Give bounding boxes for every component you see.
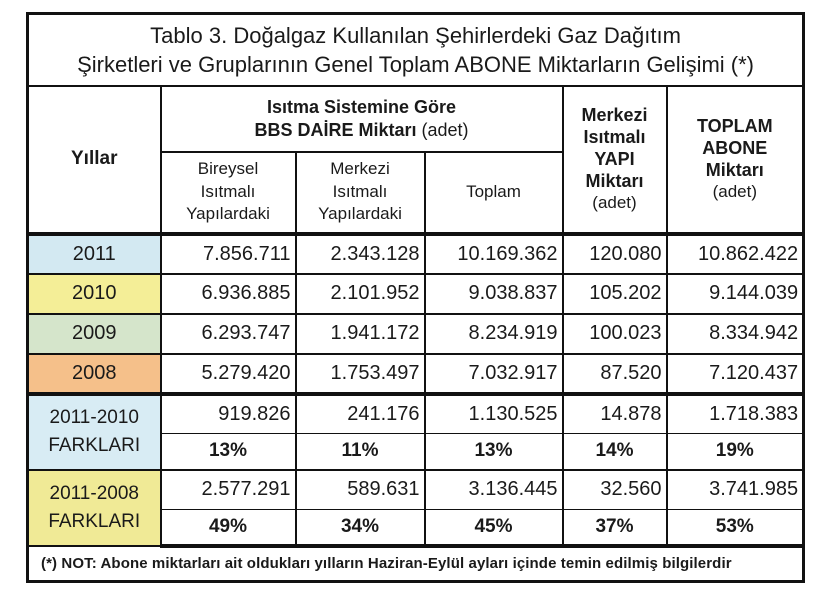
pct-2011-2010-toplam: 13% [423, 433, 564, 471]
cell-2011-toplam: 10.169.362 [423, 232, 564, 275]
title-row: Tablo 3. Doğalgaz Kullanılan Şehirlerdek… [26, 12, 805, 87]
pct-2011-2008-abone: 53% [665, 509, 805, 548]
diff-row-2011-2008-values: 2011-2008 FARKLARI 2.577.291 589.631 3.1… [26, 468, 805, 547]
data-row-2011: 2011 7.856.711 2.343.128 10.169.362 120.… [26, 232, 805, 275]
pct-2011-2008-bireysel: 49% [159, 509, 297, 548]
column-group-header-bbs-daire: Isıtma Sistemine Göre BBS DAİRE Miktarı … [159, 84, 564, 153]
pct-2011-2008-merkezi: 34% [294, 509, 426, 548]
cell-2009-merkezi: 1.941.172 [294, 312, 426, 355]
group-header-line2-bold: BBS DAİRE Miktarı [254, 119, 417, 140]
cell-2011-abone: 10.862.422 [665, 232, 805, 275]
cell-2008-abone: 7.120.437 [665, 352, 805, 396]
header-row-sub: Bireysel Isıtmalı Yapılardaki Merkezi Is… [28, 150, 804, 236]
pct-2011-2010-yapi: 14% [561, 433, 668, 471]
cell-2008-merkezi: 1.753.497 [294, 352, 426, 396]
cell-2008-toplam: 7.032.917 [423, 352, 564, 396]
diff-2011-2010-abone: 1.718.383 [665, 392, 805, 434]
diff-2011-2008-merkezi: 589.631 [294, 468, 426, 510]
column-header-bireysel-isitmali: Bireysel Isıtmalı Yapılardaki [159, 150, 297, 236]
pct-2011-2008-yapi: 37% [561, 509, 668, 548]
cell-2008-bireysel: 5.279.420 [159, 352, 297, 396]
diff-2011-2010-merkezi: 241.176 [294, 392, 426, 434]
year-cell-2010: 2010 [26, 272, 162, 315]
cell-2011-bireysel: 7.856.711 [159, 232, 297, 275]
pct-2011-2010-bireysel: 13% [159, 433, 297, 471]
table-title: Tablo 3. Doğalgaz Kullanılan Şehirlerdek… [26, 12, 805, 87]
diff-2011-2010-bireysel: 919.826 [159, 392, 297, 434]
gas-subscribers-table: Tablo 3. Doğalgaz Kullanılan Şehirlerdek… [26, 12, 806, 583]
cell-2010-bireysel: 6.936.885 [159, 272, 297, 315]
toplam-abone-header-text: TOPLAM ABONE Miktarı [696, 115, 773, 180]
diff-row-2011-2010-percents: 13% 11% 13% 14% 19% [28, 433, 805, 471]
cell-2011-yapi: 120.080 [561, 232, 668, 275]
cell-2010-toplam: 9.038.837 [423, 272, 564, 315]
diff-label-line1: 2011-2008 [49, 482, 139, 504]
column-header-merkezi-isitmali: Merkezi Isıtmalı Yapılardaki [294, 150, 426, 236]
column-header-toplam-abone: TOPLAM ABONE Miktarı (adet) [665, 84, 805, 236]
cell-2009-yapi: 100.023 [561, 312, 668, 355]
note-row: (*) NOT: Abone miktarları ait oldukları … [26, 544, 805, 583]
cell-2010-abone: 9.144.039 [665, 272, 805, 315]
cell-2009-toplam: 8.234.919 [423, 312, 564, 355]
cell-2009-bireysel: 6.293.747 [159, 312, 297, 355]
diff-label-2011-2008: 2011-2008 FARKLARI [26, 468, 162, 547]
year-cell-2009: 2009 [26, 312, 162, 355]
header-row-group: Yıllar Isıtma Sistemine Göre BBS DAİRE M… [26, 84, 805, 236]
footnote: (*) NOT: Abone miktarları ait oldukları … [26, 544, 805, 583]
diff-row-2011-2010-values: 2011-2010 FARKLARI 919.826 241.176 1.130… [26, 392, 805, 471]
diff-2011-2008-bireysel: 2.577.291 [159, 468, 297, 510]
pct-2011-2008-toplam: 45% [423, 509, 564, 548]
year-cell-2008: 2008 [26, 352, 162, 396]
table-title-line2: Şirketleri ve Gruplarının Genel Toplam A… [77, 51, 754, 77]
diff-2011-2010-yapi: 14.878 [561, 392, 668, 434]
cell-2008-yapi: 87.520 [561, 352, 668, 396]
diff-label-2011-2010: 2011-2010 FARKLARI [26, 392, 162, 471]
diff-2011-2008-yapi: 32.560 [561, 468, 668, 510]
year-cell-2011: 2011 [26, 232, 162, 275]
group-header-line2-unit: (adet) [421, 119, 469, 140]
merkezi-yapi-header-unit: (adet) [592, 192, 637, 212]
pct-2011-2010-abone: 19% [665, 433, 805, 471]
diff-2011-2010-toplam: 1.130.525 [423, 392, 564, 434]
diff-label-line1: 2011-2010 [49, 407, 139, 429]
toplam-abone-header-unit: (adet) [712, 181, 757, 201]
diff-label-line2: FARKLARI [48, 510, 141, 532]
diff-2011-2008-abone: 3.741.985 [665, 468, 805, 510]
cell-2010-yapi: 105.202 [561, 272, 668, 315]
cell-2011-merkezi: 2.343.128 [294, 232, 426, 275]
cell-2010-merkezi: 2.101.952 [294, 272, 426, 315]
data-row-2008: 2008 5.279.420 1.753.497 7.032.917 87.52… [26, 352, 805, 396]
diff-2011-2008-toplam: 3.136.445 [423, 468, 564, 510]
data-row-2009: 2009 6.293.747 1.941.172 8.234.919 100.0… [26, 312, 805, 355]
merkezi-yapi-header-text: Merkezi Isıtmalı YAPI Miktarı [581, 104, 648, 191]
column-header-toplam: Toplam [423, 150, 564, 236]
cell-2009-abone: 8.334.942 [665, 312, 805, 355]
table-title-line1: Tablo 3. Doğalgaz Kullanılan Şehirlerdek… [150, 22, 681, 48]
group-header-line1: Isıtma Sistemine Göre [266, 97, 457, 117]
column-header-merkezi-yapi: Merkezi Isıtmalı YAPI Miktarı (adet) [561, 84, 668, 236]
data-row-2010: 2010 6.936.885 2.101.952 9.038.837 105.2… [26, 272, 805, 315]
diff-label-line2: FARKLARI [48, 435, 141, 456]
pct-2011-2010-merkezi: 11% [294, 433, 426, 471]
diff-row-2011-2008-percents: 49% 34% 45% 37% 53% [28, 509, 805, 548]
column-header-years: Yıllar [26, 84, 162, 236]
